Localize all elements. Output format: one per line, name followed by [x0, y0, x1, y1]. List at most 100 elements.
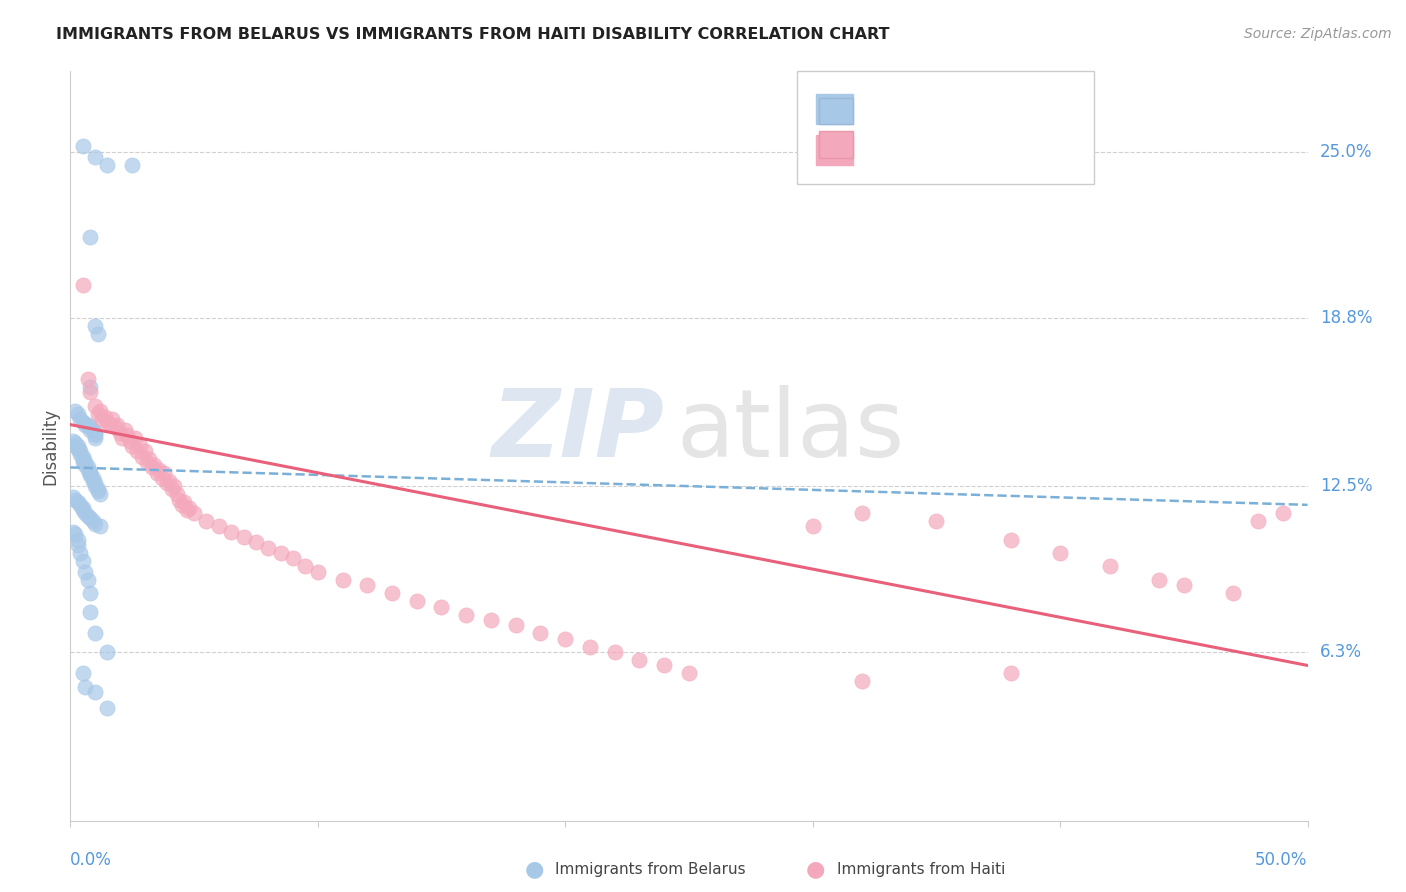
Point [183, 506, 205, 520]
Point [127, 444, 149, 458]
Point [86, 407, 108, 421]
Point [69, 412, 91, 426]
Point [118, 434, 141, 448]
Text: N =: N = [990, 141, 1026, 159]
Text: 18.8%: 18.8% [1320, 309, 1372, 326]
Point [62, 434, 84, 448]
Point [603, 645, 626, 659]
Text: R =: R = [862, 100, 898, 118]
Point [114, 423, 136, 437]
Point [529, 626, 551, 640]
Point [84, 431, 107, 445]
Text: 25.0%: 25.0% [1320, 143, 1372, 161]
Point [72, 450, 94, 464]
Point [141, 460, 163, 475]
Point [505, 618, 527, 632]
Point [801, 519, 824, 533]
Point [75, 565, 97, 579]
Point [79, 380, 101, 394]
Text: ●: ● [524, 860, 544, 880]
Point [167, 492, 190, 507]
Point [79, 586, 101, 600]
Point [1000, 533, 1022, 547]
Point [82, 514, 104, 528]
Point [96, 645, 118, 659]
Point [79, 385, 101, 400]
Text: 6.3%: 6.3% [1320, 643, 1362, 661]
Point [62, 490, 84, 504]
Point [332, 573, 354, 587]
Point [96, 158, 118, 172]
Point [72, 278, 94, 293]
Point [628, 653, 651, 667]
Text: R =: R = [862, 141, 898, 159]
Point [72, 415, 94, 429]
Point [75, 458, 97, 472]
Point [75, 506, 97, 520]
Point [75, 455, 97, 469]
Point [131, 450, 153, 464]
Point [176, 503, 198, 517]
Y-axis label: Disability: Disability [41, 408, 59, 484]
Point [281, 551, 304, 566]
Point [94, 409, 117, 424]
Point [76, 463, 98, 477]
Point [79, 511, 101, 525]
Point [76, 460, 98, 475]
Point [75, 680, 97, 694]
Point [173, 495, 195, 509]
Point [79, 605, 101, 619]
Point [84, 479, 107, 493]
Point [76, 508, 98, 523]
Point [79, 466, 101, 480]
Point [134, 444, 156, 458]
Point [1049, 546, 1071, 560]
Text: Source: ZipAtlas.com: Source: ZipAtlas.com [1244, 27, 1392, 41]
Point [69, 546, 91, 560]
Point [257, 541, 280, 555]
Point [208, 519, 231, 533]
Point [232, 530, 254, 544]
Point [82, 423, 104, 437]
Point [65, 492, 87, 507]
Point [1173, 578, 1195, 592]
Point [157, 474, 180, 488]
Point [82, 471, 104, 485]
Point [381, 586, 404, 600]
Point [86, 484, 108, 499]
Point [84, 399, 107, 413]
Point [104, 420, 127, 434]
Text: ●: ● [806, 860, 825, 880]
Point [105, 417, 128, 432]
Point [219, 524, 242, 539]
Point [96, 415, 118, 429]
FancyBboxPatch shape [797, 71, 1094, 184]
Point [245, 535, 267, 549]
Point [138, 452, 160, 467]
Point [1098, 559, 1121, 574]
Point [166, 487, 188, 501]
Point [66, 538, 89, 552]
Point [294, 559, 316, 574]
Point [84, 428, 107, 442]
Point [79, 420, 101, 434]
Point [72, 452, 94, 467]
Point [76, 372, 98, 386]
FancyBboxPatch shape [817, 94, 853, 124]
Point [72, 455, 94, 469]
Point [66, 442, 89, 456]
Point [72, 139, 94, 153]
Point [84, 318, 107, 333]
Point [84, 425, 107, 440]
FancyBboxPatch shape [818, 131, 853, 158]
Point [96, 701, 118, 715]
Point [66, 495, 89, 509]
Point [356, 578, 378, 592]
Point [98, 417, 121, 432]
Point [148, 463, 170, 477]
Point [1271, 506, 1294, 520]
Text: 12.5%: 12.5% [1320, 477, 1372, 495]
Point [76, 573, 98, 587]
Point [84, 685, 107, 699]
Point [86, 326, 108, 341]
